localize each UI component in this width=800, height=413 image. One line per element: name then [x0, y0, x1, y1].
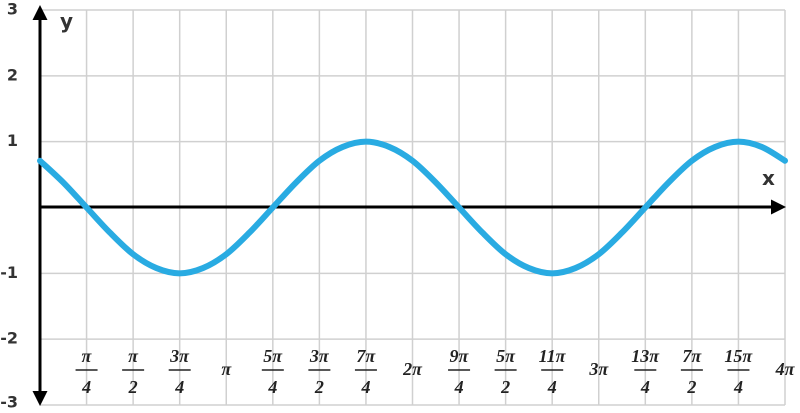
x-tick-label: 3π/2 [309, 346, 330, 397]
x-axis-label: x [762, 166, 775, 190]
x-tick-label: 2π [402, 359, 423, 379]
x-tick-label: 5π/2 [496, 346, 516, 397]
x-tick-label: 9π/4 [450, 346, 470, 397]
x-tick-label: 15π/4 [724, 346, 753, 397]
x-tick-label: 7π/4 [356, 346, 376, 397]
x-tick-label: π [221, 359, 232, 379]
y-axis-label: y [60, 9, 73, 33]
y-tick-label: -2 [0, 329, 18, 348]
y-tick-label: 2 [7, 65, 18, 84]
y-tick-label: -3 [0, 393, 18, 412]
x-tick-label: π/4 [81, 346, 92, 397]
y-tick-label: -1 [0, 263, 18, 282]
x-tick-label: 13π/4 [631, 346, 660, 397]
y-tick-label: 3 [7, 0, 18, 19]
x-tick-label: π/2 [128, 346, 139, 397]
x-tick-label: 7π/2 [682, 346, 702, 397]
x-tick-label: 5π/4 [263, 346, 283, 397]
x-tick-label: 3π [588, 359, 609, 379]
curve [37, 138, 788, 277]
x-tick-label: 11π/4 [539, 346, 567, 397]
x-tick-label: 4π [775, 359, 796, 379]
y-tick-label: 1 [7, 131, 18, 150]
x-tick-label: 3π/4 [169, 346, 190, 397]
